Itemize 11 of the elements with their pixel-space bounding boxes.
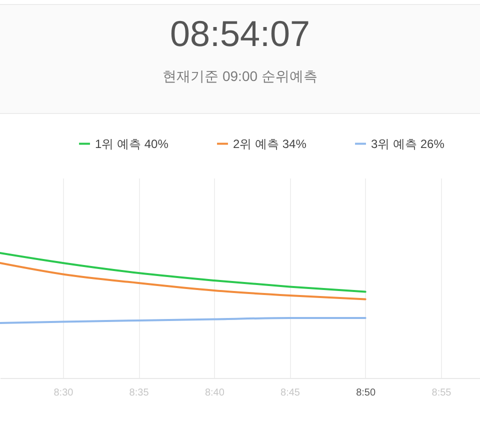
legend-label: 3위 예측 26%: [371, 136, 445, 151]
chart-subtitle: 현재기준 09:00 순위예측: [162, 68, 318, 84]
x-tick-label: 8:50: [356, 388, 376, 398]
x-tick-label: 8:40: [204, 388, 225, 398]
x-tick-label: 8:30: [54, 388, 74, 398]
x-tick-label: 8:45: [280, 388, 300, 398]
x-tick-label: 8:35: [129, 388, 150, 398]
legend-label: 2위 예측 34%: [233, 136, 307, 151]
chart-title: 08:54:07: [170, 13, 310, 54]
legend-label: 1위 예측 40%: [95, 136, 169, 151]
x-tick-label: 8:55: [432, 388, 452, 398]
